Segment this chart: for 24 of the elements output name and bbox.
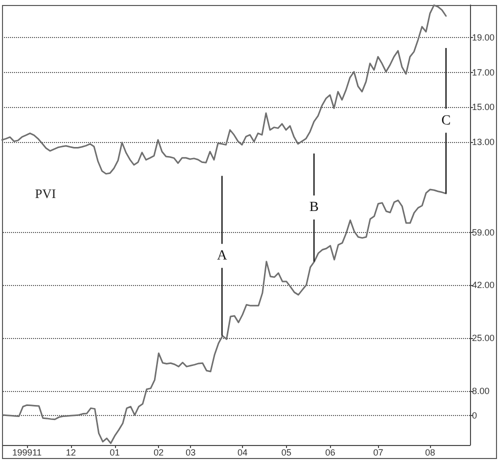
text: PVI (35, 186, 56, 201)
x-tick-label: 03 (186, 448, 196, 458)
y-tick-label: 17.00 (472, 67, 495, 78)
x-tick-label: 02 (154, 448, 164, 458)
annotation: B (309, 200, 319, 216)
x-tick-label: 05 (281, 448, 292, 458)
y-tick-label: 0 (472, 410, 478, 421)
y-tick-label: 42.00 (472, 280, 495, 290)
annotation: C (441, 113, 451, 128)
x-tick-label: 07 (373, 448, 384, 458)
y-tick-label: 19.00 (472, 32, 495, 42)
x-tick-label: 12 (66, 448, 76, 458)
x-tick-label: 199911 (12, 448, 42, 458)
y-tick-label: 59.00 (472, 227, 495, 238)
y-tick-label: 25.00 (472, 332, 495, 343)
x-tick-label: 06 (325, 448, 336, 458)
y-tick-label: 8.00 (472, 386, 490, 396)
x-tick-label: 08 (425, 448, 436, 458)
annotation: A (216, 248, 228, 264)
x-tick-label: 04 (237, 448, 248, 458)
line-series (2, 188, 447, 444)
y-tick-label: 13.00 (472, 137, 495, 148)
x-tick-label: 01 (110, 448, 120, 458)
y-tick-label: 15.00 (472, 102, 495, 112)
